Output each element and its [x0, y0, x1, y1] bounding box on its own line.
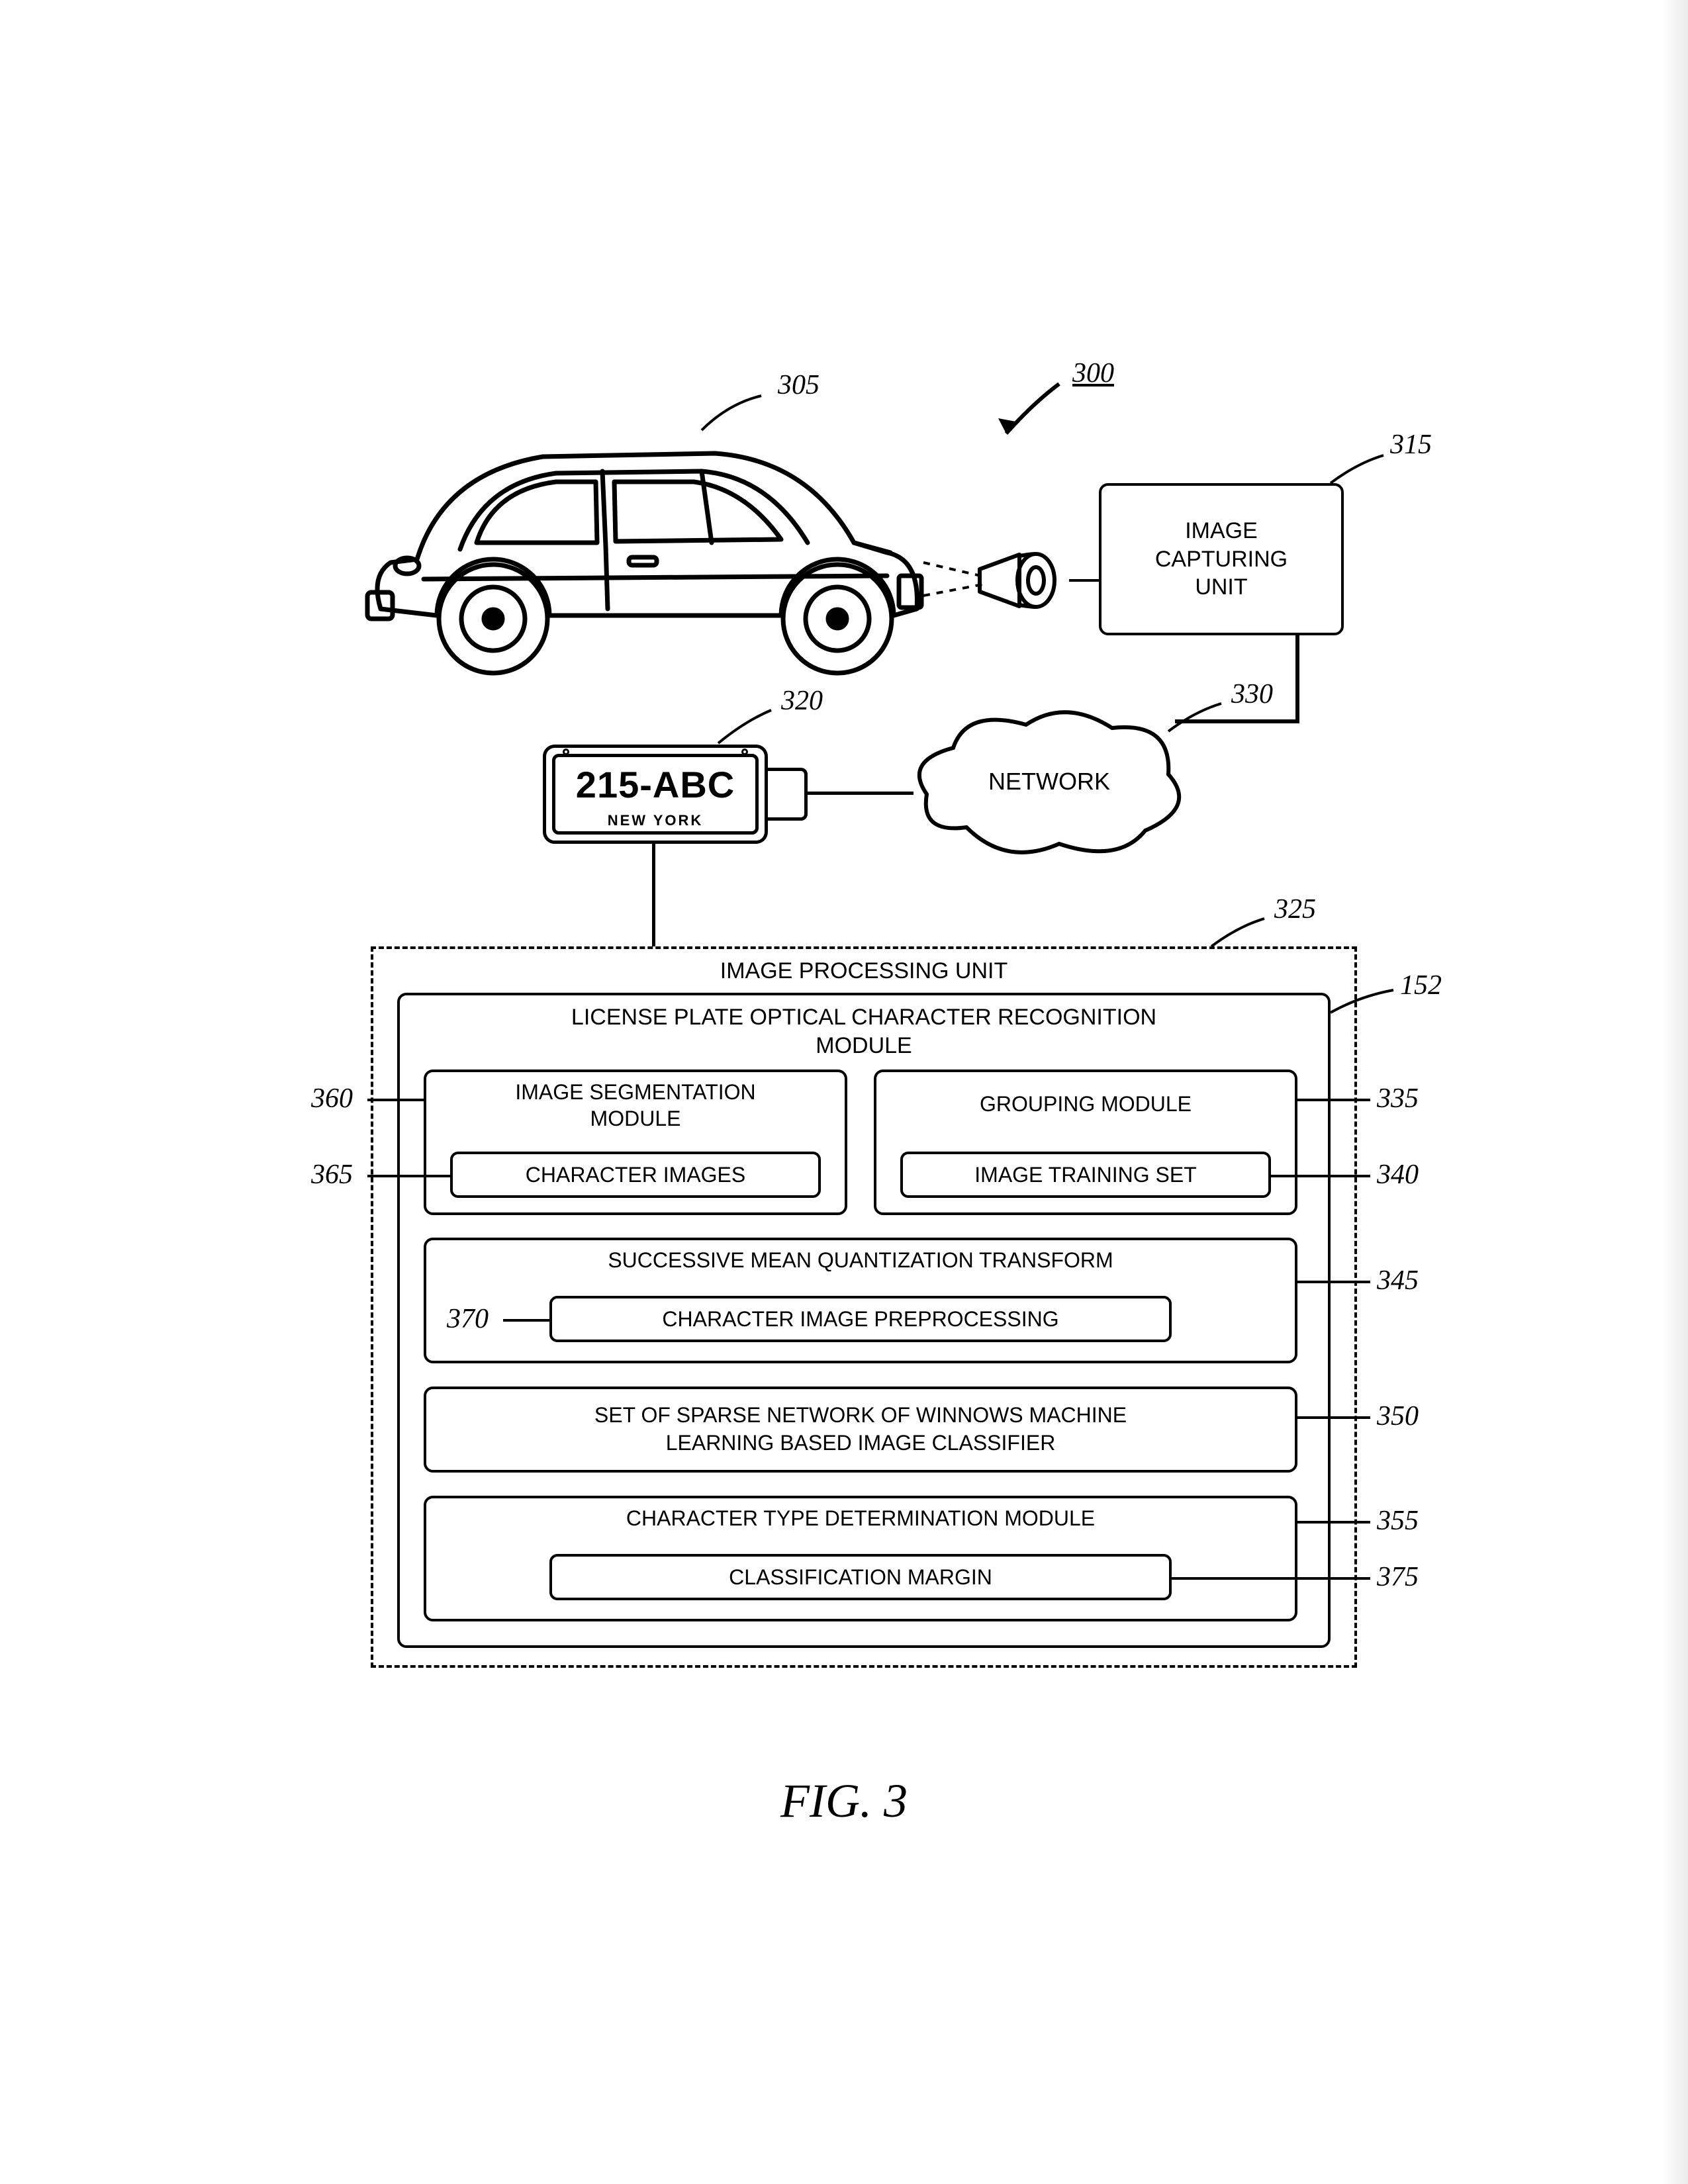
image-capturing-unit-block: IMAGE CAPTURING UNIT — [1099, 483, 1344, 635]
ref-325: 325 — [1274, 893, 1316, 925]
ref-370: 370 — [447, 1303, 489, 1335]
ref-360: 360 — [311, 1083, 353, 1115]
ref-305: 305 — [778, 369, 820, 401]
leader-152 — [1331, 986, 1403, 1019]
leader-365 — [367, 1175, 450, 1177]
ref-335: 335 — [1377, 1083, 1419, 1115]
classification-margin-box: CLASSIFICATION MARGIN — [549, 1554, 1172, 1600]
leader-315 — [1331, 450, 1397, 490]
smqt-title: SUCCESSIVE MEAN QUANTIZATION TRANSFORM — [424, 1248, 1297, 1273]
leader-325 — [1211, 913, 1278, 953]
ref-320: 320 — [781, 685, 823, 717]
plate-bracket — [768, 768, 808, 821]
ref-340: 340 — [1377, 1159, 1419, 1191]
classification-margin-label: CLASSIFICATION MARGIN — [729, 1565, 992, 1590]
sight-lines — [923, 549, 996, 615]
plate-state: NEW YORK — [543, 812, 768, 829]
grouping-title: GROUPING MODULE — [874, 1092, 1297, 1116]
icu-label: IMAGE CAPTURING UNIT — [1155, 517, 1288, 602]
ocr-title: LICENSE PLATE OPTICAL CHARACTER RECOGNIT… — [397, 1003, 1331, 1060]
network-label: NETWORK — [947, 768, 1152, 796]
snow-classifier: SET OF SPARSE NETWORK OF WINNOWS MACHINE… — [424, 1387, 1297, 1473]
image-training-set-label: IMAGE TRAINING SET — [974, 1163, 1196, 1187]
char-type-title: CHARACTER TYPE DETERMINATION MODULE — [424, 1506, 1297, 1531]
ref-355: 355 — [1377, 1505, 1419, 1537]
patent-figure-page: 305 300 IMAGE CAPTURING UNIT 315 NETWORK — [0, 0, 1688, 2184]
ref-330: 330 — [1231, 678, 1273, 710]
leader-320 — [718, 705, 784, 751]
image-training-set-box: IMAGE TRAINING SET — [900, 1152, 1271, 1198]
license-plate: 215-ABC NEW YORK — [543, 745, 768, 844]
figure-caption: FIG. 3 — [0, 1774, 1688, 1829]
leader-350 — [1297, 1416, 1370, 1419]
leader-355 — [1297, 1521, 1370, 1524]
leader-360 — [367, 1099, 424, 1101]
ipu-title: IMAGE PROCESSING UNIT — [371, 958, 1357, 984]
leader-335 — [1297, 1099, 1370, 1101]
ref-350: 350 — [1377, 1400, 1419, 1432]
leader-330 — [1168, 698, 1235, 738]
char-preproc-box: CHARACTER IMAGE PREPROCESSING — [549, 1296, 1172, 1342]
page-edge-shadow — [1662, 0, 1688, 2184]
ref-345: 345 — [1377, 1265, 1419, 1297]
character-images-box: CHARACTER IMAGES — [450, 1152, 821, 1198]
connector-plate-network — [808, 792, 914, 795]
snow-label: SET OF SPARSE NETWORK OF WINNOWS MACHINE… — [594, 1402, 1127, 1457]
segmentation-title: IMAGE SEGMENTATION MODULE — [424, 1079, 847, 1132]
ref-300: 300 — [1072, 357, 1114, 389]
leader-375 — [1172, 1577, 1370, 1580]
car-illustration — [344, 410, 940, 688]
connector-plate-ipu — [652, 844, 655, 946]
ref-375: 375 — [1377, 1561, 1419, 1593]
arrow-300 — [986, 377, 1079, 450]
plate-number: 215-ABC — [543, 763, 768, 806]
leader-340 — [1271, 1175, 1370, 1177]
ref-315: 315 — [1390, 429, 1432, 461]
connector-camera-icu — [1069, 579, 1099, 582]
char-preproc-label: CHARACTER IMAGE PREPROCESSING — [662, 1307, 1058, 1332]
leader-370 — [503, 1319, 549, 1322]
leader-345 — [1297, 1281, 1370, 1283]
leader-305 — [702, 390, 781, 437]
character-images-label: CHARACTER IMAGES — [526, 1163, 745, 1187]
ref-365: 365 — [311, 1159, 353, 1191]
ref-152: 152 — [1400, 970, 1442, 1001]
